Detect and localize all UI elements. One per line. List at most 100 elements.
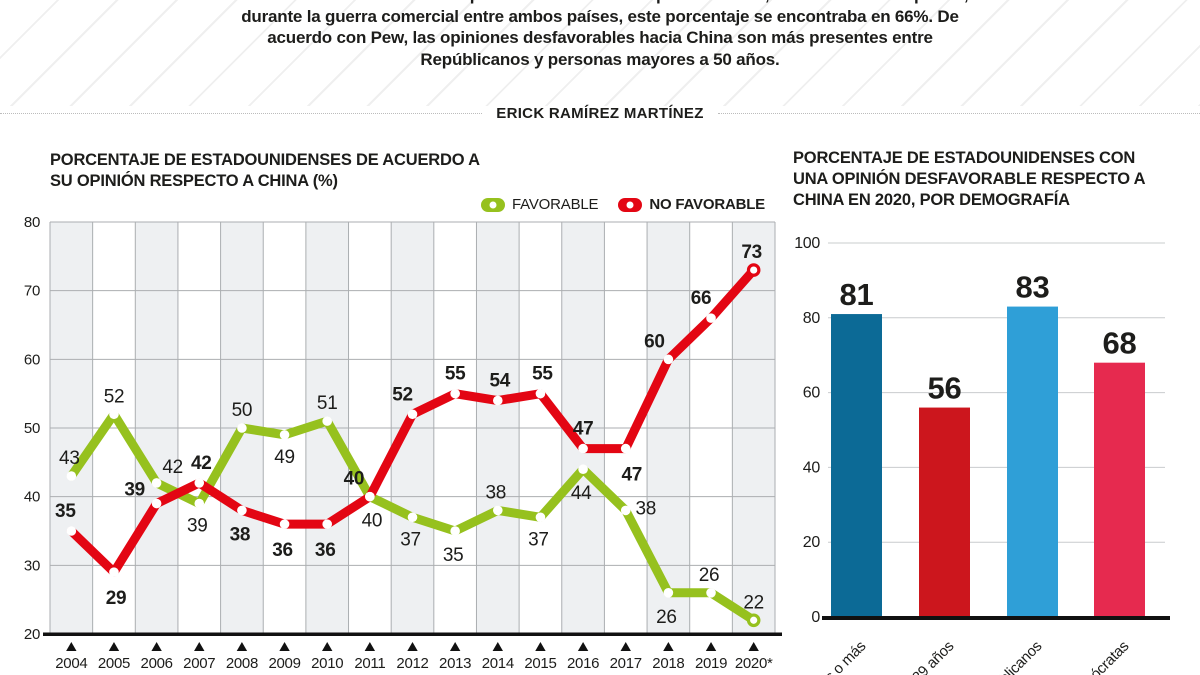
data-point-favorable bbox=[578, 464, 588, 474]
data-point-no-favorable bbox=[492, 395, 503, 406]
year-marker-icon bbox=[407, 642, 418, 651]
bar-value-label: 56 bbox=[928, 371, 962, 406]
data-value-label-favorable: 52 bbox=[104, 386, 125, 407]
year-marker-icon bbox=[279, 642, 290, 651]
bar-democratas bbox=[1094, 362, 1145, 617]
intro-line: durante la guerra comercial entre ambos … bbox=[241, 6, 959, 26]
data-value-label-no-favorable: 42 bbox=[191, 453, 212, 474]
y-tick-label: 100 bbox=[794, 235, 820, 252]
year-marker-icon bbox=[322, 642, 333, 651]
data-point-favorable bbox=[706, 588, 716, 598]
data-point-favorable bbox=[620, 505, 631, 516]
year-marker-icon bbox=[748, 642, 759, 651]
data-value-label-no-favorable: 36 bbox=[272, 540, 293, 561]
data-value-label-no-favorable: 35 bbox=[55, 501, 76, 522]
y-tick-label: 20 bbox=[803, 534, 821, 551]
x-tick-label: 2014 bbox=[482, 655, 514, 672]
data-point-favorable bbox=[66, 471, 77, 481]
y-tick-label: 50 bbox=[24, 420, 40, 437]
intro-line-clipped: estadounidenses tenían una opinión desfa… bbox=[0, 0, 1200, 6]
x-tick-label: 2007 bbox=[183, 655, 215, 672]
data-value-label-no-favorable: 47 bbox=[621, 465, 642, 486]
byline-author: ERICK RAMÍREZ MARTÍNEZ bbox=[496, 105, 704, 122]
data-value-label-favorable: 50 bbox=[232, 400, 253, 421]
data-value-label-favorable: 37 bbox=[400, 529, 421, 550]
data-point-no-favorable bbox=[578, 443, 588, 454]
legend: FAVORABLE NO FAVORABLE bbox=[481, 196, 765, 213]
data-point-no-favorable bbox=[66, 526, 77, 536]
intro-line: acuerdo con Pew, las opiniones desfavora… bbox=[267, 28, 933, 47]
data-value-label-no-favorable: 66 bbox=[691, 288, 712, 309]
x-tick-label: 2011 bbox=[354, 655, 385, 672]
x-tick-label: 2005 bbox=[98, 655, 130, 672]
y-tick-label: 60 bbox=[24, 351, 40, 368]
year-marker-icon bbox=[620, 642, 631, 651]
x-tick-label: 2006 bbox=[141, 655, 173, 672]
x-tick-label: 2018 bbox=[652, 655, 684, 672]
bar-category-label: 50 años o más bbox=[790, 638, 869, 675]
year-marker-icon bbox=[492, 642, 503, 651]
y-tick-label: 30 bbox=[24, 557, 40, 574]
y-tick-label: 80 bbox=[803, 310, 821, 327]
bar-18-a-29-anos bbox=[919, 407, 970, 617]
data-point-no-favorable bbox=[279, 519, 290, 529]
x-tick-label: 2017 bbox=[610, 655, 642, 672]
data-point-no-favorable bbox=[450, 388, 460, 399]
y-tick-label: 20 bbox=[24, 626, 40, 643]
legend-label: FAVORABLE bbox=[512, 196, 599, 213]
y-tick-label: 40 bbox=[803, 459, 821, 476]
data-point-no-favorable bbox=[322, 519, 333, 529]
bar-category-label: 18 a 29 años bbox=[887, 638, 958, 675]
data-point-no-favorable bbox=[620, 443, 631, 454]
x-axis bbox=[822, 616, 1170, 620]
bar-republicanos bbox=[1007, 306, 1058, 617]
legend-marker-icon bbox=[481, 197, 506, 212]
x-tick-label: 2020* bbox=[735, 655, 773, 672]
data-value-label-favorable: 40 bbox=[362, 511, 383, 532]
year-marker-icon bbox=[663, 642, 674, 651]
year-marker-icon bbox=[236, 642, 248, 651]
data-point-no-favorable bbox=[237, 505, 247, 516]
data-value-label-no-favorable: 55 bbox=[532, 364, 553, 385]
x-tick-label: 2010 bbox=[311, 655, 343, 672]
data-value-label-favorable: 39 bbox=[187, 516, 208, 537]
year-marker-icon bbox=[108, 642, 120, 651]
intro-paragraph: estadounidenses tenían una opinión desfa… bbox=[0, 0, 1200, 70]
legend-label: NO FAVORABLE bbox=[649, 196, 765, 213]
y-tick-label: 80 bbox=[24, 215, 40, 231]
bar-value-label: 68 bbox=[1103, 326, 1137, 361]
data-value-label-favorable: 49 bbox=[274, 447, 295, 468]
data-point-no-favorable bbox=[151, 498, 162, 509]
data-point-favorable bbox=[535, 512, 546, 523]
bar-value-label: 81 bbox=[840, 277, 874, 312]
y-tick-label: 40 bbox=[24, 489, 40, 506]
bar-value-label: 83 bbox=[1016, 270, 1050, 305]
data-point-no-favorable bbox=[365, 491, 375, 502]
data-point-no-favorable bbox=[109, 567, 119, 577]
data-value-label-no-favorable: 60 bbox=[644, 331, 665, 352]
bar-chart-svg: 0 20 40 60 80 100 81 50 años o más 56 18 a 29 año… bbox=[790, 235, 1170, 675]
data-value-label-no-favorable: 55 bbox=[445, 364, 466, 385]
data-value-label-favorable: 37 bbox=[528, 529, 549, 550]
data-value-label-favorable: 26 bbox=[699, 565, 720, 586]
data-point-favorable bbox=[151, 478, 162, 488]
data-value-label-no-favorable: 40 bbox=[344, 469, 365, 490]
x-tick-label: 2008 bbox=[226, 655, 258, 672]
hatch-background bbox=[0, 0, 1200, 106]
data-value-label-favorable: 44 bbox=[571, 483, 592, 504]
data-value-label-no-favorable: 38 bbox=[230, 524, 251, 545]
data-point-favorable bbox=[492, 505, 503, 516]
data-point-favorable bbox=[450, 526, 460, 536]
data-point-no-favorable bbox=[407, 409, 418, 420]
data-point-no-favorable bbox=[706, 313, 716, 323]
year-marker-icon bbox=[151, 642, 162, 651]
data-point-no-favorable bbox=[194, 478, 205, 488]
x-tick-label: 2019 bbox=[695, 655, 727, 672]
legend-marker-icon bbox=[618, 197, 643, 212]
year-marker-icon bbox=[449, 642, 461, 651]
data-value-label-no-favorable: 29 bbox=[106, 588, 127, 609]
data-point-favorable bbox=[109, 409, 119, 420]
legend-item-no-favorable: NO FAVORABLE bbox=[618, 196, 765, 213]
line-chart-title: PORCENTAJE DE ESTADOUNIDENSES DE ACUERDO… bbox=[50, 151, 480, 190]
intro-line: Repúblicanos y personas mayores a 50 año… bbox=[420, 49, 780, 69]
